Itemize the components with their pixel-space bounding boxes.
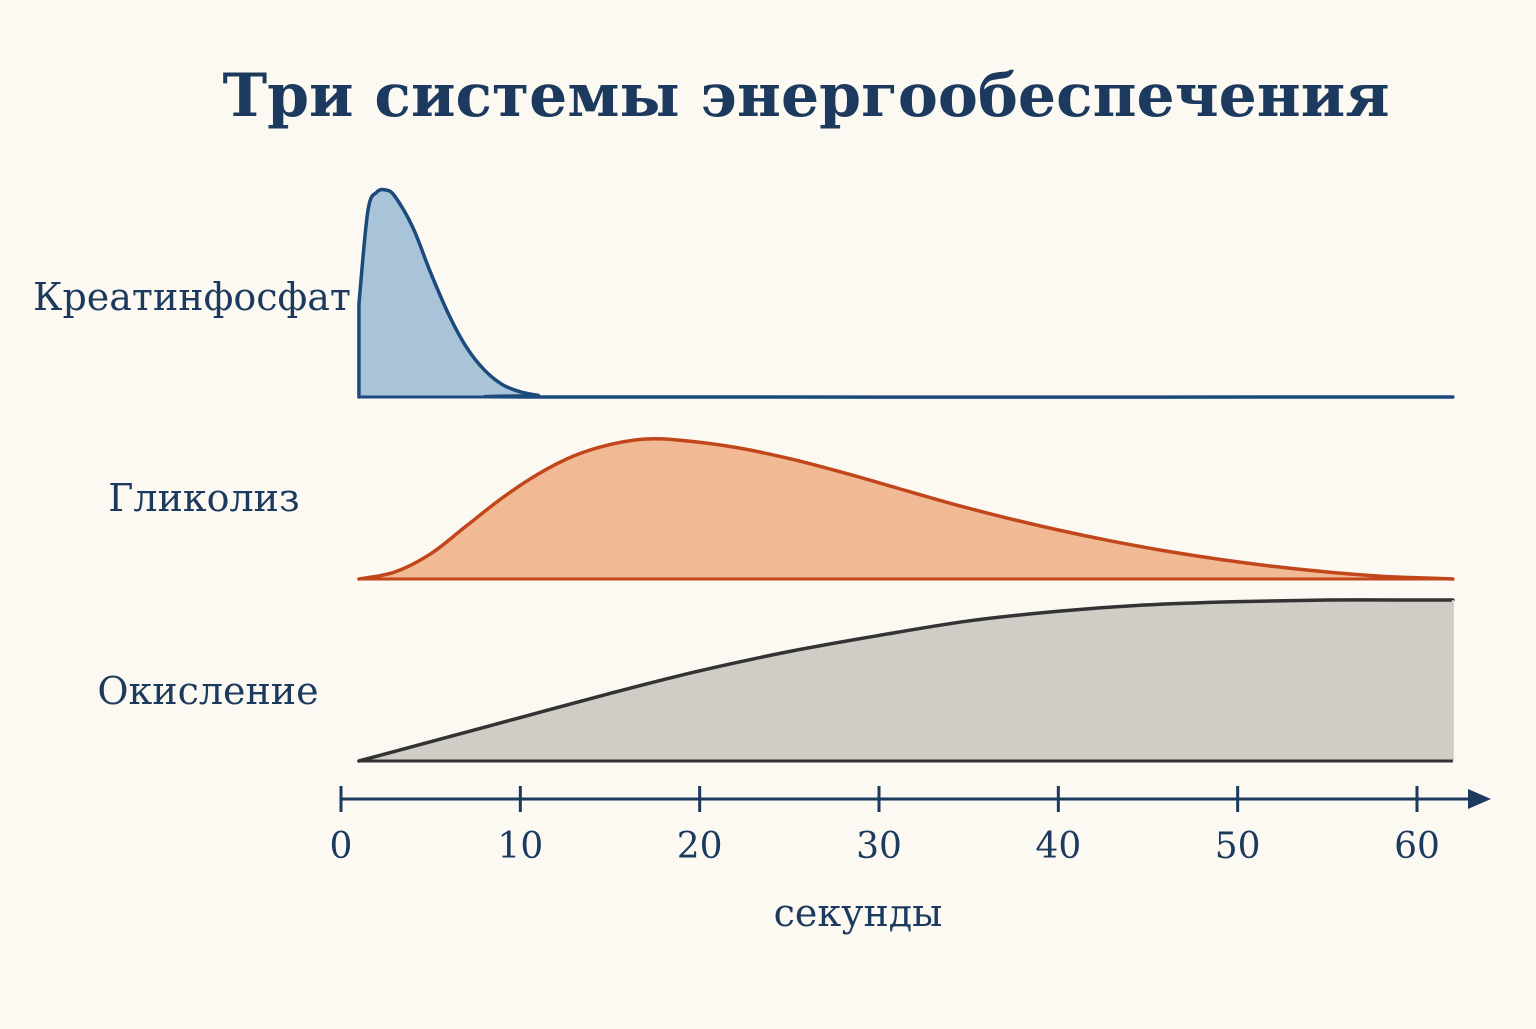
x-tick-label-0: 0	[330, 826, 353, 867]
series-3: Окисление	[97, 598, 1455, 763]
series-1-label: Креатинфосфат	[33, 275, 351, 319]
series-2-area	[358, 438, 1453, 579]
x-tick-label-30: 30	[856, 826, 902, 867]
x-axis-label: секунды	[774, 891, 943, 935]
series-2-label: Гликолиз	[108, 476, 299, 520]
series-layer: Креатинфосфат Гликолиз Окисление	[33, 187, 1455, 763]
x-axis-arrow-icon	[1468, 789, 1491, 809]
x-axis: 0 10 20 30 40 50 60	[330, 786, 1491, 867]
x-tick-label-60: 60	[1394, 826, 1440, 867]
series-2-line	[357, 436, 1455, 581]
chart-title: Три системы энергообеспечения	[222, 61, 1389, 131]
series-3-label: Окисление	[97, 669, 318, 713]
series-3-line	[357, 598, 1455, 763]
series-1: Креатинфосфат	[33, 187, 1455, 399]
series-1-area	[358, 189, 1453, 398]
x-tick-label-20: 20	[677, 826, 723, 867]
series-1-line	[357, 187, 1455, 399]
series-3-area	[358, 599, 1453, 761]
x-tick-label-10: 10	[497, 826, 543, 867]
x-tick-label-50: 50	[1215, 826, 1261, 867]
series-2: Гликолиз	[108, 436, 1455, 581]
x-tick-label-40: 40	[1035, 826, 1081, 867]
